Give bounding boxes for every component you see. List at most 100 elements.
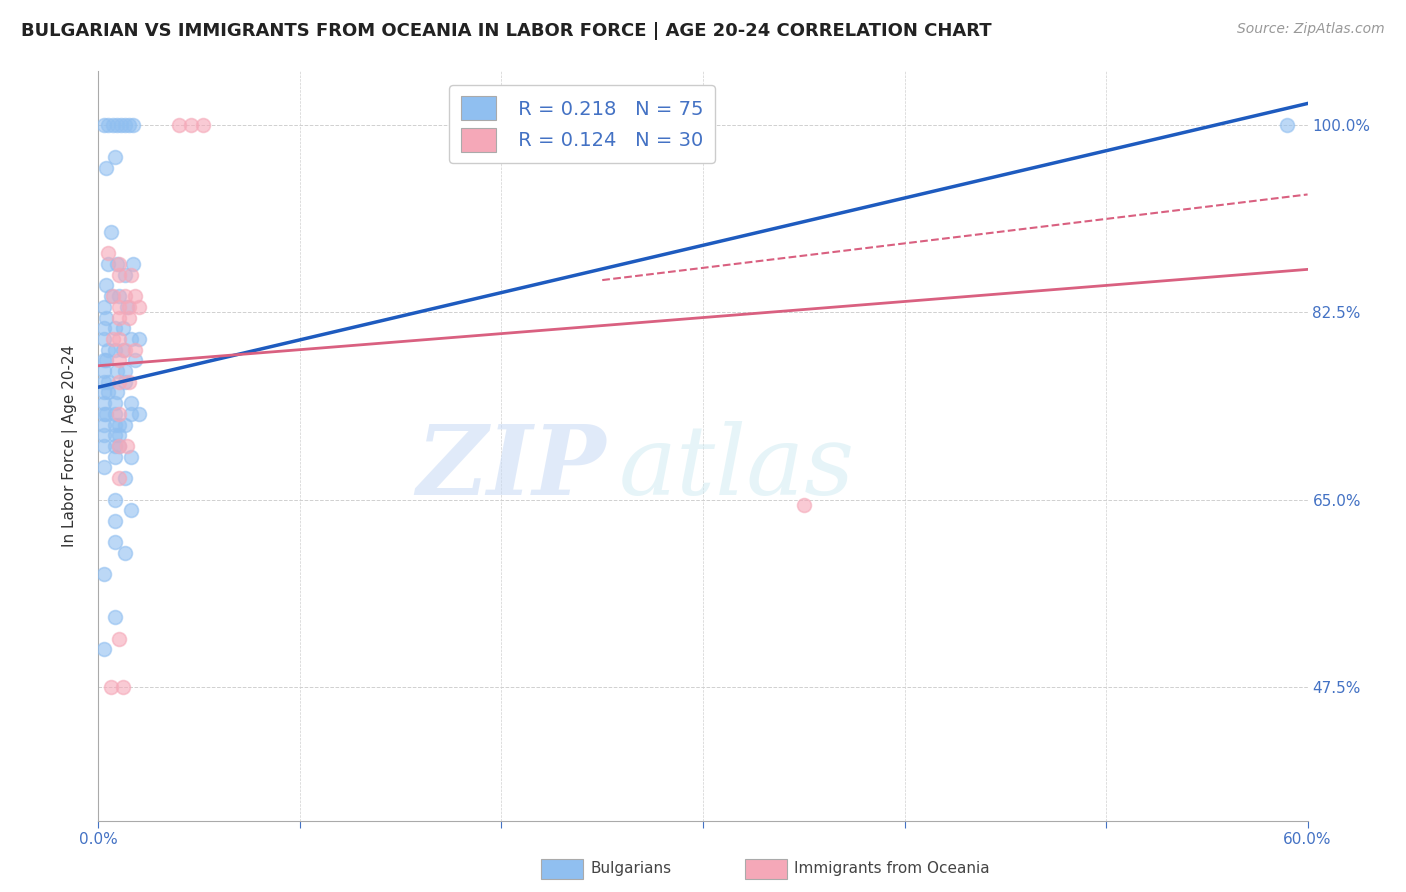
Point <box>93 460 115 475</box>
Text: atlas: atlas <box>619 422 855 516</box>
Point <box>193 118 215 132</box>
Point <box>103 428 125 442</box>
Point <box>105 385 128 400</box>
Point <box>103 321 125 335</box>
Point <box>103 514 125 528</box>
Point <box>118 300 141 314</box>
Point <box>120 332 142 346</box>
Point <box>115 300 138 314</box>
Point <box>124 289 146 303</box>
Point <box>121 257 143 271</box>
Point <box>105 364 128 378</box>
Point <box>128 407 150 421</box>
Point <box>97 118 120 132</box>
Point <box>167 118 190 132</box>
Point <box>100 225 122 239</box>
Point <box>93 375 115 389</box>
Point <box>651 118 673 132</box>
Y-axis label: In Labor Force | Age 20-24: In Labor Force | Age 20-24 <box>62 345 77 547</box>
Point <box>118 118 141 132</box>
Point <box>120 503 142 517</box>
Point <box>103 396 125 410</box>
Point <box>107 289 129 303</box>
Point <box>120 407 142 421</box>
Point <box>97 375 120 389</box>
Point <box>101 332 124 346</box>
Text: Source: ZipAtlas.com: Source: ZipAtlas.com <box>1237 22 1385 37</box>
Point <box>93 567 115 582</box>
Point <box>114 289 136 303</box>
Point <box>107 332 129 346</box>
Point <box>103 439 125 453</box>
Point <box>97 246 120 260</box>
Point <box>96 310 118 325</box>
Point <box>93 385 115 400</box>
Point <box>114 268 136 282</box>
Point <box>93 642 115 657</box>
Point <box>107 439 129 453</box>
Point <box>103 407 125 421</box>
Point <box>103 417 125 432</box>
Point <box>101 289 124 303</box>
Legend:  R = 0.218   N = 75,  R = 0.124   N = 30: R = 0.218 N = 75, R = 0.124 N = 30 <box>450 85 714 163</box>
Point <box>107 310 129 325</box>
Point <box>93 353 115 368</box>
Point <box>93 439 115 453</box>
Point <box>114 375 136 389</box>
Point <box>93 364 115 378</box>
Point <box>118 310 141 325</box>
Point <box>114 364 136 378</box>
Point <box>93 428 115 442</box>
Point <box>107 471 129 485</box>
Point <box>107 257 129 271</box>
Point <box>100 680 122 694</box>
Point <box>107 417 129 432</box>
Point <box>118 375 141 389</box>
Point <box>96 278 118 293</box>
Point <box>97 257 120 271</box>
Point <box>103 535 125 549</box>
Point <box>114 417 136 432</box>
Point <box>103 450 125 464</box>
Text: Immigrants from Oceania: Immigrants from Oceania <box>794 862 990 876</box>
Point <box>101 118 124 132</box>
Point <box>128 300 150 314</box>
Point <box>115 439 138 453</box>
Point <box>93 396 115 410</box>
Point <box>114 118 136 132</box>
Point <box>93 300 115 314</box>
Point <box>103 343 125 357</box>
Point <box>793 498 815 512</box>
Point <box>103 150 125 164</box>
Text: ZIP: ZIP <box>416 422 606 516</box>
Point <box>128 332 150 346</box>
Point <box>103 492 125 507</box>
Point <box>120 450 142 464</box>
Point <box>107 300 129 314</box>
Point <box>97 343 120 357</box>
Point <box>107 375 129 389</box>
Point <box>105 257 128 271</box>
Point <box>96 161 118 175</box>
Point <box>121 118 143 132</box>
Point <box>107 439 129 453</box>
Point <box>120 396 142 410</box>
Point <box>120 268 142 282</box>
Text: Bulgarians: Bulgarians <box>591 862 672 876</box>
Point <box>97 385 120 400</box>
Point <box>114 343 136 357</box>
Point <box>93 118 115 132</box>
Point <box>124 353 146 368</box>
Point <box>111 343 134 357</box>
Point <box>93 407 115 421</box>
Point <box>96 407 118 421</box>
Point <box>111 321 134 335</box>
Point <box>93 417 115 432</box>
Point <box>105 118 128 132</box>
Point <box>107 353 129 368</box>
Point <box>93 332 115 346</box>
Point <box>107 428 129 442</box>
Text: BULGARIAN VS IMMIGRANTS FROM OCEANIA IN LABOR FORCE | AGE 20-24 CORRELATION CHAR: BULGARIAN VS IMMIGRANTS FROM OCEANIA IN … <box>21 22 991 40</box>
Point <box>93 321 115 335</box>
Point <box>96 353 118 368</box>
